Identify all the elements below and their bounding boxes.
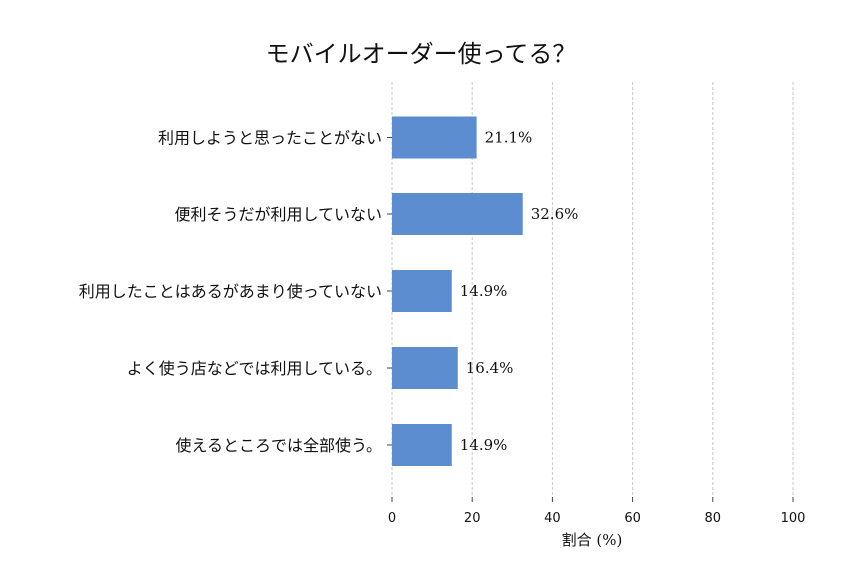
value-label: 14.9% bbox=[460, 282, 508, 300]
x-tick-label: 60 bbox=[624, 511, 641, 526]
chart-title: モバイルオーダー使ってる？ bbox=[266, 40, 577, 68]
category-label: 便利そうだが利用していない bbox=[174, 205, 382, 224]
bar bbox=[392, 116, 477, 159]
x-axis-label: 割合 (%) bbox=[562, 531, 623, 549]
value-label: 16.4% bbox=[466, 359, 514, 377]
bar bbox=[392, 270, 452, 312]
category-label: よく使う店などでは利用している。 bbox=[127, 359, 382, 378]
value-label: 21.1% bbox=[485, 129, 533, 147]
x-tick-label: 40 bbox=[544, 511, 561, 526]
bars: 利用しようと思ったことがない 21.1% 便利そうだが利用していない 32.6% 利用し… bbox=[79, 116, 579, 466]
value-label: 32.6% bbox=[531, 205, 579, 223]
x-tick-label: 0 bbox=[388, 511, 396, 526]
category-label: 利用しようと思ったことがない bbox=[158, 129, 382, 148]
x-tick-label: 100 bbox=[781, 511, 806, 526]
category-label: 使えるところでは全部使う。 bbox=[175, 436, 382, 455]
category-label: 利用したことはあるがあまり使っていない bbox=[79, 282, 382, 301]
bar bbox=[392, 193, 523, 235]
x-tick-label: 20 bbox=[464, 511, 481, 526]
value-label: 14.9% bbox=[460, 436, 508, 454]
x-tick-label: 80 bbox=[705, 511, 722, 526]
bar bbox=[392, 424, 452, 466]
bar bbox=[392, 347, 458, 389]
x-axis: 0 20 40 60 80 100 bbox=[387, 137, 806, 526]
